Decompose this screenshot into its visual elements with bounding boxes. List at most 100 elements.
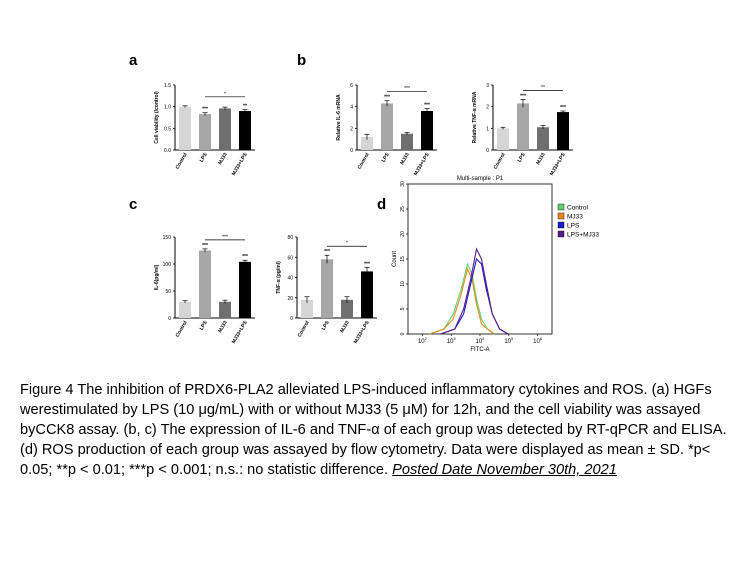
y-tick-label: 5 — [400, 307, 406, 310]
x-tick-label: Control — [493, 151, 507, 170]
bar — [199, 250, 211, 318]
y-tick-label: 10 — [400, 281, 406, 287]
x-tick-label: 105 — [504, 336, 514, 345]
x-tick-label: MJ33+LPS — [231, 151, 249, 176]
bar — [341, 299, 353, 318]
plot-title: Multi-sample : P1 — [457, 176, 504, 182]
x-tick-label: 104 — [476, 336, 486, 345]
bar — [199, 114, 211, 150]
histogram-series-line — [440, 257, 509, 335]
x-tick-label: 106 — [533, 336, 543, 345]
y-tick-label: 1.0 — [164, 105, 171, 111]
legend-label: Control — [567, 205, 589, 212]
significance-stars: *** — [324, 249, 330, 255]
bar — [381, 103, 393, 150]
tnfa-mrna-bar-chart: 0 1 2 3 Relative TNF-α mRNA Control *** LPS MJ33… — [472, 83, 573, 177]
bar — [239, 261, 251, 318]
x-tick-label: Control — [175, 319, 189, 338]
legend-swatch — [557, 221, 565, 229]
tnfa-elisa-bar-chart: 0 20 40 60 80 TNF-α (pg/ml) Control *** LPS MJ33 *… — [276, 235, 377, 345]
x-tick-label: 102 — [418, 336, 428, 345]
legend-label: LPS — [567, 223, 580, 230]
bar — [497, 128, 509, 150]
y-tick-label: 0.0 — [164, 148, 171, 154]
legend-swatch — [557, 203, 565, 211]
y-tick-label: 1 — [486, 126, 489, 132]
x-tick-label: 103 — [447, 336, 457, 345]
bar — [219, 301, 231, 318]
bar — [179, 106, 191, 150]
y-tick-label: 50 — [165, 289, 171, 295]
significance-stars: *** — [202, 243, 208, 249]
y-tick-label: 0 — [350, 148, 353, 154]
y-tick-label: 1.5 — [164, 83, 171, 89]
y-axis-label: Count — [392, 251, 398, 267]
histogram-series-line — [440, 247, 509, 335]
y-tick-label: 80 — [287, 235, 293, 241]
y-tick-label: 2 — [486, 105, 489, 111]
significance-stars: *** — [202, 107, 208, 113]
x-tick-label: Control — [297, 319, 311, 338]
bar — [517, 103, 529, 150]
bar — [361, 271, 373, 318]
x-tick-label: MJ33+LPS — [549, 151, 567, 176]
x-tick-label: MJ33 — [217, 320, 229, 334]
significance-stars: *** — [560, 105, 566, 111]
bar — [421, 111, 433, 150]
y-tick-label: 25 — [400, 206, 406, 212]
y-tick-label: 20 — [287, 296, 293, 302]
y-axis-label: Relative TNF-α mRNA — [472, 91, 478, 143]
significance-stars: *** — [520, 94, 526, 100]
il6-mrna-bar-chart: 0 2 4 6 Relative IL-6 mRNA Control *** LPS MJ33 *… — [336, 83, 437, 177]
y-tick-label: 150 — [163, 235, 172, 241]
caption-text: Figure 4 The inhibition of PRDX6-PLA2 al… — [20, 382, 727, 478]
legend-label: LPS+MJ33 — [567, 232, 599, 239]
significance-stars: *** — [384, 95, 390, 101]
y-axis-label: IL-6(pg/ml) — [154, 264, 160, 290]
x-tick-label: MJ33+LPS — [413, 151, 431, 176]
bar — [361, 137, 373, 150]
x-axis-label: FITC-A — [470, 347, 489, 353]
panel-label-a: a — [129, 52, 138, 69]
cell-viability-bar-chart: 0.0 0.5 1.0 1.5 Cell viability (/control) Con… — [154, 83, 255, 177]
comparison-bracket-label: *** — [222, 234, 228, 240]
x-tick-label: LPS — [199, 151, 209, 163]
posted-date-link[interactable]: Posted Date November 30th, 2021 — [392, 462, 617, 478]
x-tick-label: MJ33+LPS — [231, 319, 249, 344]
histogram-series-line — [429, 262, 495, 335]
y-tick-label: 30 — [400, 181, 406, 187]
figure-caption: Figure 4 The inhibition of PRDX6-PLA2 al… — [20, 380, 740, 480]
x-tick-label: MJ33 — [217, 152, 229, 166]
bar — [537, 127, 549, 150]
il6-elisa-bar-chart: 0 50 100 150 IL-6(pg/ml) Control *** LPS MJ33 ***… — [154, 234, 255, 345]
y-tick-label: 3 — [486, 83, 489, 89]
y-tick-label: 60 — [287, 255, 293, 261]
x-tick-label: Control — [357, 151, 371, 170]
x-tick-label: MJ33+LPS — [353, 319, 371, 344]
y-axis-label: Cell viability (/control) — [154, 91, 160, 144]
panel-label-b: b — [297, 52, 307, 69]
x-tick-label: LPS — [517, 151, 527, 163]
histogram-series-line — [429, 267, 495, 335]
y-tick-label: 0 — [168, 316, 171, 322]
bar — [401, 133, 413, 150]
bar — [239, 111, 251, 150]
y-tick-label: 100 — [163, 262, 172, 268]
comparison-bracket-label: *** — [404, 86, 410, 92]
y-tick-label: 20 — [400, 231, 406, 237]
legend-swatch — [557, 230, 565, 238]
y-tick-label: 40 — [287, 276, 293, 282]
y-tick-label: 0.5 — [164, 126, 171, 132]
comparison-bracket-label: * — [224, 91, 226, 97]
legend-label: MJ33 — [567, 214, 583, 221]
panel-label-c: c — [129, 196, 138, 213]
x-tick-label: MJ33 — [399, 152, 411, 166]
x-tick-label: Control — [175, 151, 189, 170]
y-tick-label: 0 — [486, 148, 489, 154]
y-axis-label: Relative IL-6 mRNA — [336, 94, 342, 141]
bar — [557, 112, 569, 150]
x-tick-label: LPS — [381, 151, 391, 163]
comparison-bracket-label: * — [346, 241, 348, 247]
significance-stars: *** — [364, 261, 370, 267]
significance-stars: *** — [242, 254, 248, 260]
